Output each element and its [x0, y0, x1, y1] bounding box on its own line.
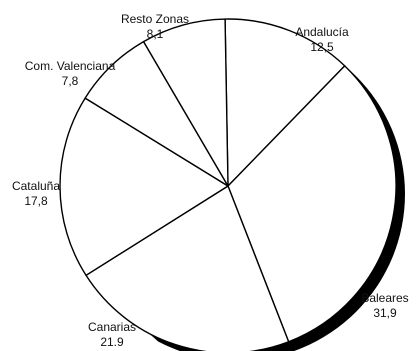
slice-label-4: Com. Valenciana — [25, 59, 116, 73]
slice-value-1: 31,9 — [373, 306, 397, 320]
slice-label-3: Cataluña — [12, 179, 60, 193]
slice-value-4: 7,8 — [62, 74, 79, 88]
slice-label-0: Andalucía — [295, 25, 349, 39]
slice-label-2: Canarias — [88, 320, 136, 334]
slice-value-5: 8,1 — [147, 27, 164, 41]
slice-value-0: 12,5 — [310, 40, 334, 54]
slice-label-5: Resto Zonas — [121, 12, 189, 26]
slice-label-1: Baleares — [361, 291, 408, 305]
slice-value-2: 21.9 — [100, 335, 124, 349]
slice-value-3: 17,8 — [24, 194, 48, 208]
